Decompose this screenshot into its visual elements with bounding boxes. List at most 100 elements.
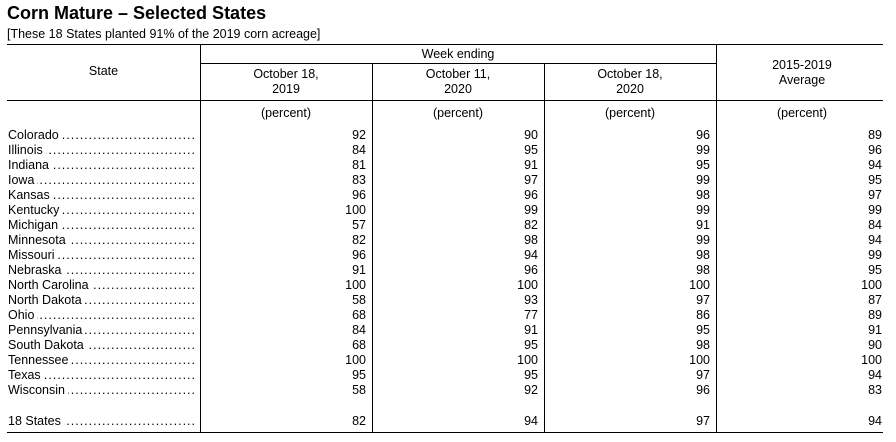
col-divider-3 (544, 63, 545, 432)
value-oct18-2020: 99 (696, 143, 710, 157)
value-oct18-2019: 96 (352, 188, 366, 202)
state-cell: ........................................… (8, 353, 196, 367)
state-name: Pennsylvania (8, 323, 86, 337)
value-oct18-2019: 84 (352, 323, 366, 337)
state-name: Ohio (8, 308, 38, 322)
state-cell: ........................................… (8, 188, 196, 202)
state-cell: ........................................… (8, 293, 196, 307)
value-oct11-2020: 97 (524, 173, 538, 187)
value-oct11-2020: 100 (517, 278, 538, 292)
state-name: Indiana (8, 158, 53, 172)
table-row: ........................................… (0, 293, 896, 308)
state-cell: ........................................… (8, 368, 196, 382)
value-average: 95 (868, 173, 882, 187)
value-oct11-2020: 93 (524, 293, 538, 307)
total-average: 94 (868, 414, 882, 428)
state-cell: ........................................… (8, 218, 196, 232)
value-oct18-2019: 100 (345, 278, 366, 292)
value-oct18-2019: 57 (352, 218, 366, 232)
table-row: ........................................… (0, 158, 896, 173)
table-title: Corn Mature – Selected States (7, 3, 267, 23)
state-name: Minnesota (8, 233, 69, 247)
value-oct11-2020: 77 (524, 308, 538, 322)
table-row: ........................................… (0, 218, 896, 233)
value-average: 99 (868, 248, 882, 262)
table-row: ........................................… (0, 353, 896, 368)
table-row: ........................................… (0, 173, 896, 188)
value-average: 94 (868, 233, 882, 247)
value-average: 97 (868, 188, 882, 202)
value-oct18-2019: 58 (352, 293, 366, 307)
state-name: North Dakota (8, 293, 85, 307)
value-oct11-2020: 98 (524, 233, 538, 247)
value-oct11-2020: 95 (524, 143, 538, 157)
value-oct18-2020: 91 (696, 218, 710, 232)
value-oct18-2019: 95 (352, 368, 366, 382)
state-name: Kansas (8, 188, 53, 202)
value-oct11-2020: 96 (524, 263, 538, 277)
state-cell: ........................................… (8, 203, 196, 217)
value-oct18-2019: 68 (352, 308, 366, 322)
state-name: Tennessee (8, 353, 72, 367)
state-name: Nebraska (8, 263, 65, 277)
table-row: ........................................… (0, 188, 896, 203)
state-cell: ........................................… (8, 143, 196, 157)
state-cell: ........................................… (8, 383, 196, 397)
value-oct11-2020: 92 (524, 383, 538, 397)
header-week-ending: Week ending (421, 47, 495, 61)
value-oct18-2019: 68 (352, 338, 366, 352)
value-average: 94 (868, 368, 882, 382)
value-oct11-2020: 99 (524, 203, 538, 217)
header-col4-average: Average (778, 73, 826, 87)
value-oct18-2019: 92 (352, 128, 366, 142)
state-cell: ........................................… (8, 338, 196, 352)
value-average: 91 (868, 323, 882, 337)
value-oct18-2020: 98 (696, 338, 710, 352)
header-col1-year: 2019 (272, 82, 300, 96)
state-name: Illinois (8, 143, 46, 157)
value-average: 95 (868, 263, 882, 277)
state-cell: ........................................… (8, 308, 196, 322)
state-name: Colorado (8, 128, 62, 142)
state-name: Kentucky (8, 203, 63, 217)
value-average: 100 (861, 353, 882, 367)
header-col2-year: 2020 (444, 82, 472, 96)
table-row: ........................................… (0, 338, 896, 353)
value-average: 94 (868, 158, 882, 172)
unit-col4: (percent) (776, 106, 828, 120)
state-cell: ........................................… (8, 263, 196, 277)
value-oct11-2020: 95 (524, 338, 538, 352)
total-oct11-2020: 94 (524, 414, 538, 428)
state-cell: ........................................… (8, 233, 196, 247)
value-average: 96 (868, 143, 882, 157)
col-divider-2 (372, 63, 373, 432)
value-average: 100 (861, 278, 882, 292)
value-oct18-2019: 58 (352, 383, 366, 397)
table-row: ........................................… (0, 143, 896, 158)
value-oct18-2020: 98 (696, 248, 710, 262)
value-average: 89 (868, 128, 882, 142)
value-oct11-2020: 91 (524, 323, 538, 337)
state-cell: ........................................… (8, 173, 196, 187)
value-oct18-2019: 100 (345, 203, 366, 217)
value-oct18-2019: 81 (352, 158, 366, 172)
value-oct18-2020: 97 (696, 368, 710, 382)
value-oct18-2019: 100 (345, 353, 366, 367)
value-oct11-2020: 94 (524, 248, 538, 262)
value-oct18-2020: 97 (696, 293, 710, 307)
value-oct18-2020: 98 (696, 263, 710, 277)
state-cell: ........................................… (8, 128, 196, 142)
table-row: ........................................… (0, 203, 896, 218)
value-oct18-2020: 100 (689, 278, 710, 292)
state-name: Wisconsin (8, 383, 68, 397)
state-name: Michigan (8, 218, 62, 232)
value-average: 99 (868, 203, 882, 217)
header-col2-date: October 11, (425, 67, 491, 81)
header-col4-years: 2015-2019 (772, 58, 832, 72)
value-oct18-2020: 95 (696, 158, 710, 172)
value-oct18-2020: 99 (696, 203, 710, 217)
header-state: State (88, 64, 119, 78)
value-average: 84 (868, 218, 882, 232)
value-oct18-2019: 83 (352, 173, 366, 187)
value-oct18-2019: 82 (352, 233, 366, 247)
